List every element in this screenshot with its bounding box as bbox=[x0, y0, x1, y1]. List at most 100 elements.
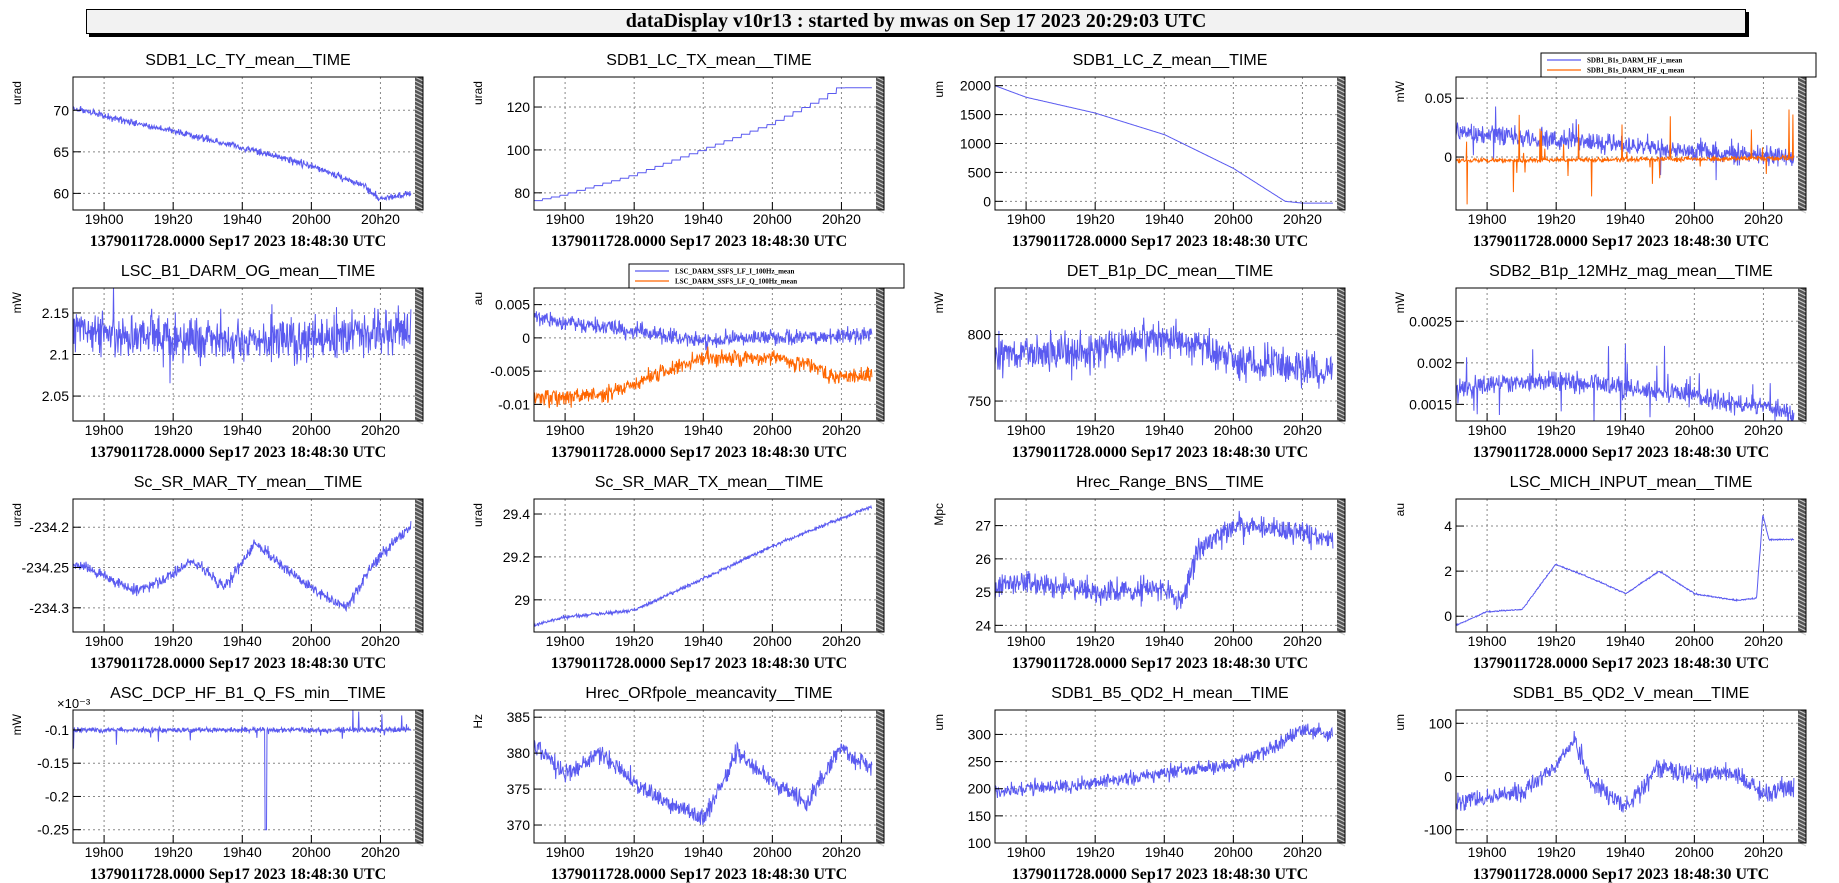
plot-frame bbox=[533, 709, 885, 844]
hatch-line bbox=[1797, 319, 1807, 325]
hatch-line bbox=[1797, 180, 1807, 186]
hatch-line bbox=[1797, 291, 1807, 297]
hatch-line bbox=[1336, 315, 1346, 321]
hatch-line bbox=[1336, 108, 1346, 114]
y-tick-label: 1500 bbox=[960, 107, 991, 123]
y-tick-label: 0 bbox=[522, 330, 530, 346]
chart-panel-4[interactable]: mW 0 0.05 19h00 19h20 19h40 20h00 20h20 13790117… bbox=[1393, 52, 1817, 250]
hatch-line bbox=[414, 610, 424, 616]
hatch-line bbox=[1797, 415, 1807, 421]
hatch-line bbox=[414, 112, 424, 118]
hatch-line bbox=[875, 582, 885, 588]
hatch-line bbox=[875, 295, 885, 301]
hatch-line bbox=[1797, 343, 1807, 349]
chart-title: SDB1_LC_TX_mean__TIME bbox=[606, 52, 811, 69]
hatch-line bbox=[1336, 116, 1346, 122]
hatch-line bbox=[414, 618, 424, 624]
hatch-line bbox=[1797, 725, 1807, 731]
hatch-line bbox=[875, 550, 885, 556]
hatch-line bbox=[1336, 303, 1346, 309]
hatch-line bbox=[414, 542, 424, 548]
hatch-line bbox=[1336, 339, 1346, 345]
hatch-line bbox=[414, 709, 424, 715]
hatch-line bbox=[1336, 331, 1346, 337]
hatch-line bbox=[875, 391, 885, 397]
x-tick-label: 19h40 bbox=[223, 422, 262, 438]
x-tick-label: 20h00 bbox=[292, 633, 331, 649]
hatch-line bbox=[875, 104, 885, 110]
y-tick-label: 800 bbox=[968, 327, 992, 343]
hatch-line bbox=[1797, 554, 1807, 560]
hatch-line bbox=[1797, 614, 1807, 620]
chart-panel-8[interactable]: SDB2_B1p_12MHz_mag_mean__TIME mW 0.0015 0.0… bbox=[1393, 263, 1807, 461]
hatch-line bbox=[1797, 84, 1807, 90]
hatch-line bbox=[414, 160, 424, 166]
hatch-line bbox=[1797, 737, 1807, 743]
hatch-line bbox=[875, 200, 885, 206]
hatch-line bbox=[1336, 733, 1346, 739]
y-tick-label: 0 bbox=[1444, 769, 1452, 785]
hatch-line bbox=[1797, 586, 1807, 592]
x-tick-label: 20h00 bbox=[753, 633, 792, 649]
hatch-line bbox=[414, 729, 424, 735]
chart-panel-6[interactable]: au -0.01 -0.005 0 0.005 19h00 19h20 19h40 20h00 2… bbox=[471, 263, 905, 461]
y-tick-label: 70 bbox=[53, 102, 69, 118]
hatch-line bbox=[1797, 741, 1807, 747]
hatch-line bbox=[875, 315, 885, 321]
y-tick-label: 300 bbox=[968, 726, 992, 742]
hatch-line bbox=[414, 371, 424, 377]
hatch-line bbox=[875, 522, 885, 528]
y-tick-label: 0.05 bbox=[1425, 90, 1452, 106]
hatch-line bbox=[414, 785, 424, 791]
hatch-line bbox=[1797, 92, 1807, 98]
hatch-line bbox=[1797, 335, 1807, 341]
y-tick-label: -0.01 bbox=[498, 396, 530, 412]
plot-frame bbox=[1455, 287, 1807, 422]
hatch-line bbox=[1797, 156, 1807, 162]
chart-panel-7[interactable]: DET_B1p_DC_mean__TIME mW 750 800 19h00 19h20 1… bbox=[932, 263, 1346, 461]
hatch-line bbox=[875, 359, 885, 365]
hatch-line bbox=[414, 745, 424, 751]
hatch-line bbox=[1797, 387, 1807, 393]
chart-panel-11[interactable]: Hrec_Range_BNS__TIME Mpc 24 25 26 27 19h00 19h2… bbox=[932, 474, 1346, 672]
y-axis-label: urad bbox=[10, 503, 24, 527]
chart-title: Sc_SR_MAR_TX_mean__TIME bbox=[595, 474, 824, 491]
hatch-line bbox=[1336, 538, 1346, 544]
hatch-line bbox=[875, 379, 885, 385]
hatch-line bbox=[875, 709, 885, 715]
chart-panel-13[interactable]: ASC_DCP_HF_B1_Q_FS_min__TIME mW ×10⁻³ -0.25… bbox=[10, 685, 424, 883]
hatch-line bbox=[414, 303, 424, 309]
chart-panel-14[interactable]: Hrec_ORfpole_meancavity__TIME Hz 370 375 380… bbox=[471, 685, 885, 883]
x-tick-label: 20h20 bbox=[822, 211, 861, 227]
hatch-line bbox=[1797, 192, 1807, 198]
hatch-line bbox=[1797, 200, 1807, 206]
y-tick-label: 0.0025 bbox=[1409, 313, 1452, 329]
x-tick-label: 19h00 bbox=[546, 422, 585, 438]
x-axis-footer: 1379011728.0000 Sep17 2023 18:48:30 UTC bbox=[1473, 866, 1769, 883]
y-tick-label: 80 bbox=[514, 185, 530, 201]
y-tick-label: -0.15 bbox=[37, 755, 69, 771]
hatch-line bbox=[1336, 391, 1346, 397]
hatch-line bbox=[1797, 526, 1807, 532]
hatch-line bbox=[875, 570, 885, 576]
hatch-line bbox=[414, 801, 424, 807]
hatch-line bbox=[414, 626, 424, 632]
hatch-line bbox=[1797, 351, 1807, 357]
hatch-line bbox=[875, 626, 885, 632]
chart-title: Hrec_ORfpole_meancavity__TIME bbox=[585, 685, 832, 702]
chart-panel-5[interactable]: LSC_B1_DARM_OG_mean__TIME mW 2.05 2.1 2.15 19… bbox=[10, 263, 424, 461]
hatch-line bbox=[1797, 833, 1807, 839]
hatch-line bbox=[1797, 582, 1807, 588]
hatch-line bbox=[414, 817, 424, 823]
x-axis-footer: 1379011728.0000 Sep17 2023 18:48:30 UTC bbox=[90, 655, 386, 672]
hatch-line bbox=[1336, 805, 1346, 811]
